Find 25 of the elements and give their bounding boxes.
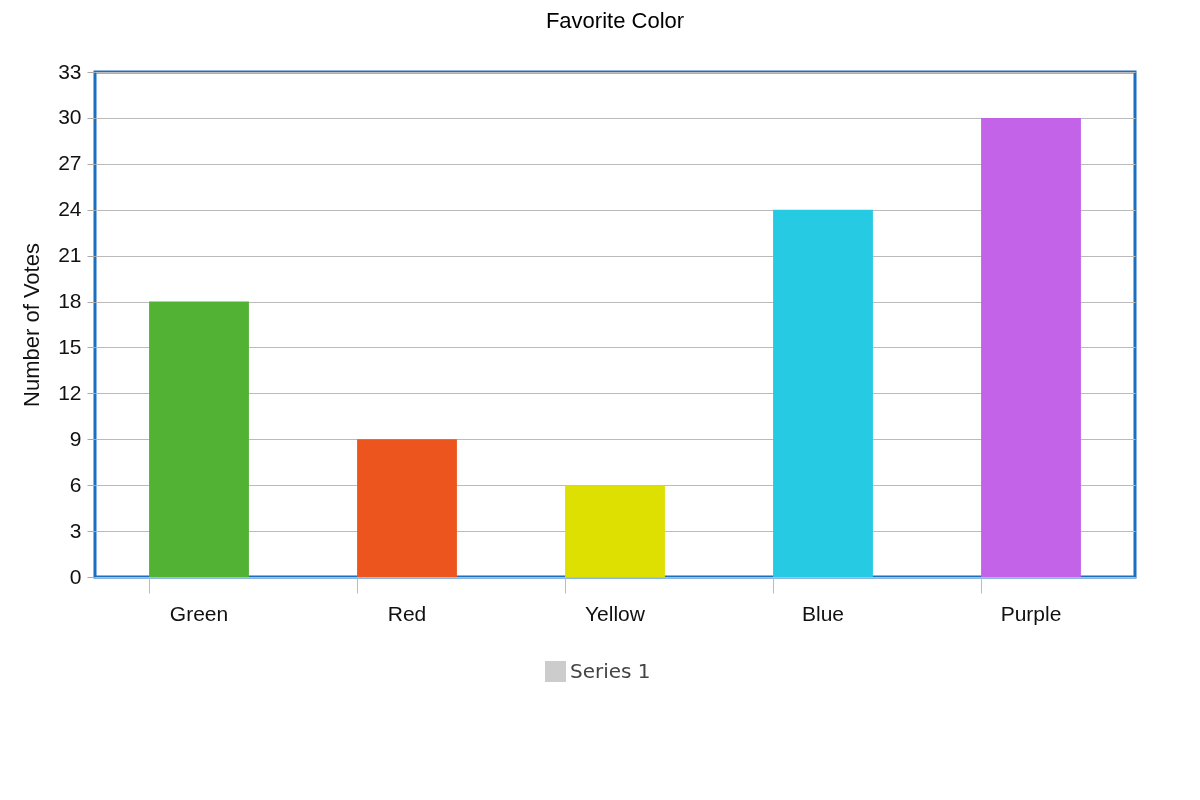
bar bbox=[149, 301, 249, 577]
y-tick-label: 15 bbox=[58, 334, 82, 358]
y-tick-label: 3 bbox=[69, 518, 82, 542]
y-tick-label: 12 bbox=[58, 380, 82, 404]
x-tick-label: Yellow bbox=[585, 601, 646, 625]
y-tick-label: 24 bbox=[58, 197, 82, 221]
bar bbox=[565, 485, 665, 577]
y-tick-label: 27 bbox=[58, 151, 82, 175]
y-tick-label: 18 bbox=[58, 289, 82, 313]
x-tick-label: Blue bbox=[801, 601, 845, 625]
y-tick-label: 6 bbox=[69, 472, 82, 496]
x-tick-label: Green bbox=[169, 601, 229, 625]
y-tick-label: 30 bbox=[58, 105, 82, 129]
bar bbox=[773, 209, 873, 577]
text: Series 1 bbox=[570, 658, 651, 683]
y-tick-label: 21 bbox=[58, 243, 82, 267]
y-axis-title: Number of Votes bbox=[19, 243, 45, 407]
bar bbox=[981, 117, 1081, 577]
y-tick-label: 33 bbox=[58, 59, 82, 83]
bar bbox=[357, 439, 457, 577]
y-tick-label: 9 bbox=[69, 426, 82, 450]
x-tick-label: Red bbox=[387, 601, 427, 625]
y-tick-label: 0 bbox=[69, 564, 82, 588]
chart-title: Favorite Color bbox=[545, 8, 685, 33]
x-tick-label: Purple bbox=[1000, 601, 1062, 625]
